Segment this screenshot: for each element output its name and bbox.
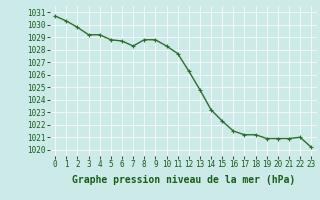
X-axis label: Graphe pression niveau de la mer (hPa): Graphe pression niveau de la mer (hPa) [72, 175, 295, 185]
